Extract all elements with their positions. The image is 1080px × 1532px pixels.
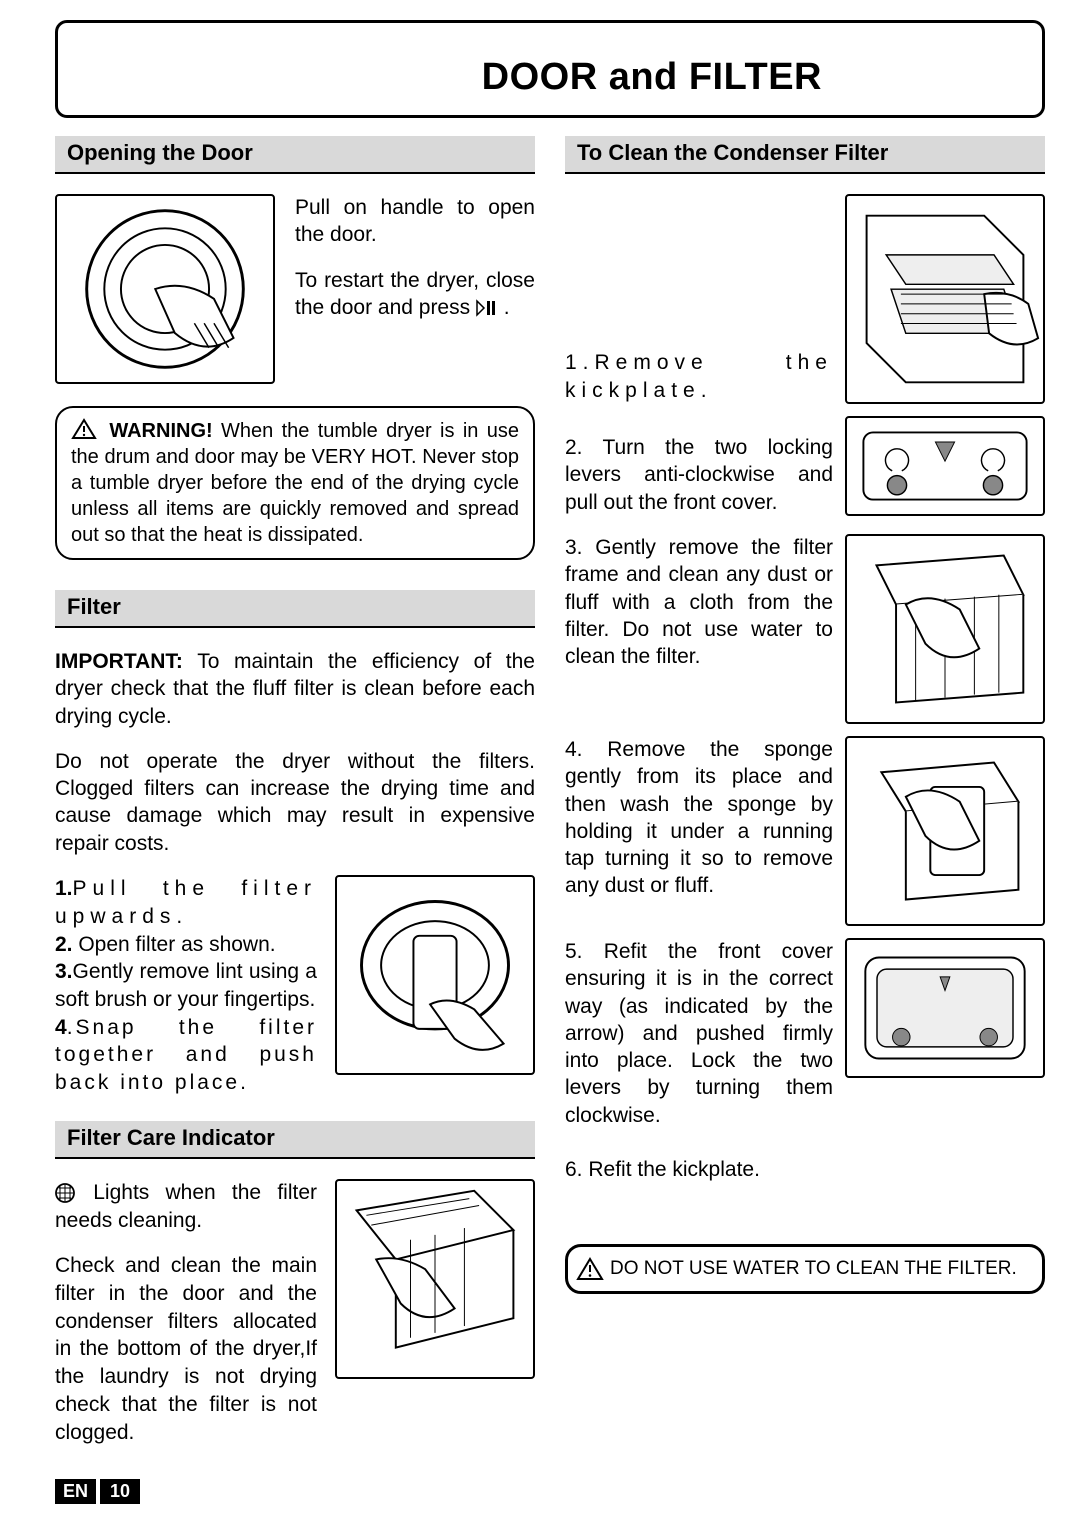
warning-icon	[576, 1257, 604, 1281]
title-frame: DOOR and FILTER	[55, 20, 1045, 118]
play-pause-icon	[476, 299, 498, 317]
step6-text: 6. Refit the kickplate.	[565, 1158, 760, 1181]
step2-block: 2. Turn the two locking levers anti-cloc…	[565, 416, 1045, 516]
step2-illustration	[845, 416, 1045, 516]
fci-row: Lights when the filter needs cleaning. C…	[55, 1179, 535, 1446]
step4-text: 4. Remove the sponge gently from its pla…	[565, 736, 833, 900]
footer-lang: EN	[55, 1479, 96, 1504]
step2-text: 2. Turn the two locking levers anti-cloc…	[565, 434, 833, 516]
step1-block: 1.Remove the kickplate.	[565, 194, 1045, 404]
grid-icon	[55, 1183, 75, 1203]
fci-text: Lights when the filter needs cleaning. C…	[55, 1179, 317, 1446]
filter-important: IMPORTANT: To maintain the efficiency of…	[55, 648, 535, 730]
fci-header: Filter Care Indicator	[55, 1121, 535, 1159]
step3-block: 3. Gently remove the filter frame and cl…	[565, 534, 1045, 724]
warning-label: WARNING!	[109, 420, 212, 442]
filter-steps-text: 1.Pull the filter upwards. 2. Open filte…	[55, 875, 317, 1097]
filter-steps-row: 1.Pull the filter upwards. 2. Open filte…	[55, 875, 535, 1097]
fci-illustration	[335, 1179, 535, 1379]
opening-door-header: Opening the Door	[55, 136, 535, 174]
step5-text: 5. Refit the front cover ensuring it is …	[565, 938, 833, 1184]
footer-page: 10	[100, 1479, 140, 1504]
left-column: Opening the Door Pull on handle to open …	[55, 136, 535, 1446]
step5-illustration	[845, 938, 1045, 1078]
filter-illustration	[335, 875, 535, 1075]
opening-p2: To restart the dryer, close the door and…	[295, 267, 535, 322]
opening-door-illustration	[55, 194, 275, 384]
right-column: To Clean the Condenser Filter 1.Remove t…	[565, 136, 1045, 1446]
opening-p1: Pull on handle to open the door.	[295, 194, 535, 249]
step3-illustration	[845, 534, 1045, 724]
step4-illustration	[845, 736, 1045, 926]
content-columns: Opening the Door Pull on handle to open …	[55, 136, 1045, 1446]
warning-box: WARNING! When the tumble dryer is in use…	[55, 406, 535, 560]
clean-condenser-header: To Clean the Condenser Filter	[565, 136, 1045, 174]
opening-door-text: Pull on handle to open the door. To rest…	[295, 194, 535, 384]
filter-p2: Do not operate the dryer without the fil…	[55, 748, 535, 857]
step5-block: 5. Refit the front cover ensuring it is …	[565, 938, 1045, 1184]
step1-illustration	[845, 194, 1045, 404]
warning-icon	[71, 418, 97, 440]
step4-block: 4. Remove the sponge gently from its pla…	[565, 736, 1045, 926]
page-footer: EN 10	[55, 1479, 140, 1504]
page-title: DOOR and FILTER	[482, 56, 822, 99]
step3-text: 3. Gently remove the filter frame and cl…	[565, 534, 833, 670]
step1-text: 1.Remove the kickplate.	[565, 349, 833, 404]
filter-header: Filter	[55, 590, 535, 628]
notice-text: DO NOT USE WATER TO CLEAN THE FILTER.	[610, 1258, 1017, 1280]
notice-box: DO NOT USE WATER TO CLEAN THE FILTER.	[565, 1244, 1045, 1294]
opening-door-block: Pull on handle to open the door. To rest…	[55, 194, 535, 384]
